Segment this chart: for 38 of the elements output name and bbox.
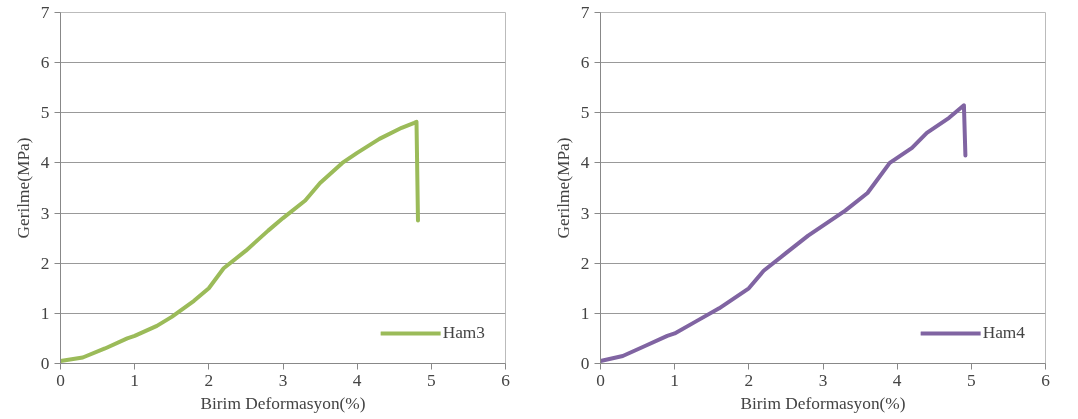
x-tick-label: 3: [818, 370, 828, 390]
y-tick-label: 1: [580, 303, 590, 323]
x-tick-label: 3: [278, 370, 288, 390]
legend-label: Ham3: [442, 323, 485, 343]
x-tick-label: 4: [352, 370, 362, 390]
y-tick-label: 7: [580, 3, 590, 22]
y-tick-label: 7: [40, 3, 50, 22]
y-tick-label: 0: [580, 354, 590, 373]
x-tick-label: 1: [130, 370, 140, 390]
y-tick-label: 4: [40, 153, 50, 173]
x-axis-title: Birim Deformasyon(%): [740, 393, 906, 413]
x-tick-label: 1: [670, 370, 680, 390]
x-tick-label: 5: [967, 370, 976, 390]
y-tick-label: 5: [580, 103, 590, 123]
x-tick-label: 5: [427, 370, 436, 390]
x-axis-title: Birim Deformasyon(%): [200, 393, 366, 413]
y-tick-label: 5: [40, 103, 50, 123]
y-tick-label: 4: [580, 153, 590, 173]
y-tick-label: 6: [580, 53, 590, 73]
y-tick-label: 1: [40, 303, 50, 323]
legend-label: Ham4: [982, 323, 1025, 343]
x-tick-label: 0: [596, 370, 605, 390]
y-axis-title: Gerilme(MPa): [13, 137, 33, 239]
y-tick-label: 6: [40, 53, 50, 73]
x-tick-label: 6: [501, 370, 511, 390]
y-tick-label: 2: [40, 253, 50, 273]
x-tick-label: 2: [204, 370, 214, 390]
x-tick-label: 4: [892, 370, 902, 390]
line-series: [60, 119, 420, 363]
y-tick-label: 3: [40, 203, 50, 223]
y-tick-label: 3: [580, 203, 590, 223]
line-series: [600, 103, 968, 363]
x-tick-label: 0: [56, 370, 65, 390]
y-tick-label: 0: [40, 354, 50, 373]
x-tick-label: 6: [1041, 370, 1051, 390]
y-axis-title: Gerilme(MPa): [553, 137, 573, 239]
x-tick-label: 2: [744, 370, 754, 390]
y-tick-label: 2: [580, 253, 590, 273]
